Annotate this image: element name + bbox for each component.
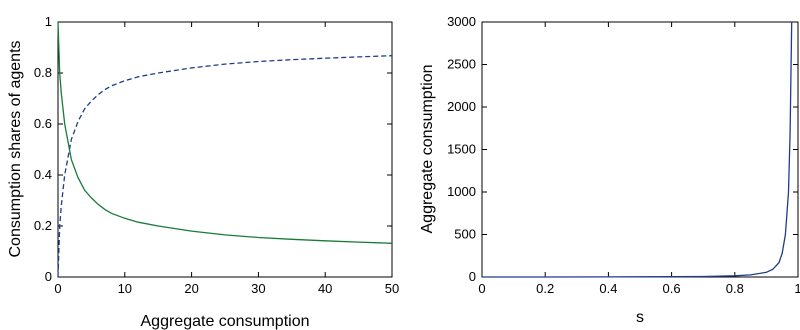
- right-chart-panel: 0 0.2 0.4 0.6 0.8 1 0 500 1000 1500 2000 2500 3000 s…: [419, 14, 800, 326]
- right-y-tick-label: 2500: [447, 57, 476, 72]
- right-ticks: 0 0.2 0.4 0.6 0.8 1 0 500 1000 1500 2000 2500 3000: [447, 14, 800, 296]
- left-x-tick-label: 50: [385, 281, 399, 296]
- left-y-tick-label: 0.8: [34, 65, 52, 80]
- right-x-tick-label: 0: [478, 281, 485, 296]
- right-y-tick-label: 1000: [447, 184, 476, 199]
- right-x-tick-label: 0.8: [726, 281, 744, 296]
- left-x-axis-title: Aggregate consumption: [141, 313, 310, 330]
- left-chart-panel: 0 10 20 30 40 50 0 0.2 0.4 0.6 0.8 1 Aggregate cons…: [7, 14, 399, 330]
- right-y-tick-label: 3000: [447, 14, 476, 29]
- left-y-axis-title: Consumption shares of agents: [7, 40, 24, 257]
- left-y-tick-label: 0: [45, 269, 52, 284]
- left-x-tick-label: 10: [118, 281, 132, 296]
- left-y-tick-label: 1: [45, 14, 52, 29]
- left-x-tick-label: 40: [318, 281, 332, 296]
- left-x-tick-label: 30: [251, 281, 265, 296]
- right-x-tick-label: 0.4: [599, 281, 617, 296]
- left-y-tick-label: 0.6: [34, 116, 52, 131]
- left-x-tick-label: 0: [54, 281, 61, 296]
- right-x-tick-label: 0.2: [536, 281, 554, 296]
- left-y-tick-label: 0.2: [34, 218, 52, 233]
- left-lines: [57, 21, 393, 278]
- right-x-axis-title: s: [636, 309, 644, 326]
- right-y-tick-label: 500: [454, 227, 476, 242]
- left-plot-area: [57, 21, 393, 278]
- right-series-line-solid: [482, 21, 793, 278]
- right-y-axis-title: Aggregate consumption: [419, 65, 436, 234]
- right-y-tick-label: 1500: [447, 142, 476, 157]
- left-series-line-dashed: [57, 55, 393, 278]
- right-y-tick-label: 0: [469, 269, 476, 284]
- right-lines: [482, 21, 793, 278]
- right-y-tick-label: 2000: [447, 99, 476, 114]
- right-plot-area: [481, 21, 799, 278]
- right-x-tick-label: 1: [794, 281, 800, 296]
- left-y-tick-label: 0.4: [34, 167, 52, 182]
- left-series-line-solid: [57, 21, 393, 244]
- right-x-tick-label: 0.6: [663, 281, 681, 296]
- left-ticks: 0 10 20 30 40 50 0 0.2 0.4 0.6 0.8 1: [34, 14, 399, 296]
- left-x-tick-label: 20: [184, 281, 198, 296]
